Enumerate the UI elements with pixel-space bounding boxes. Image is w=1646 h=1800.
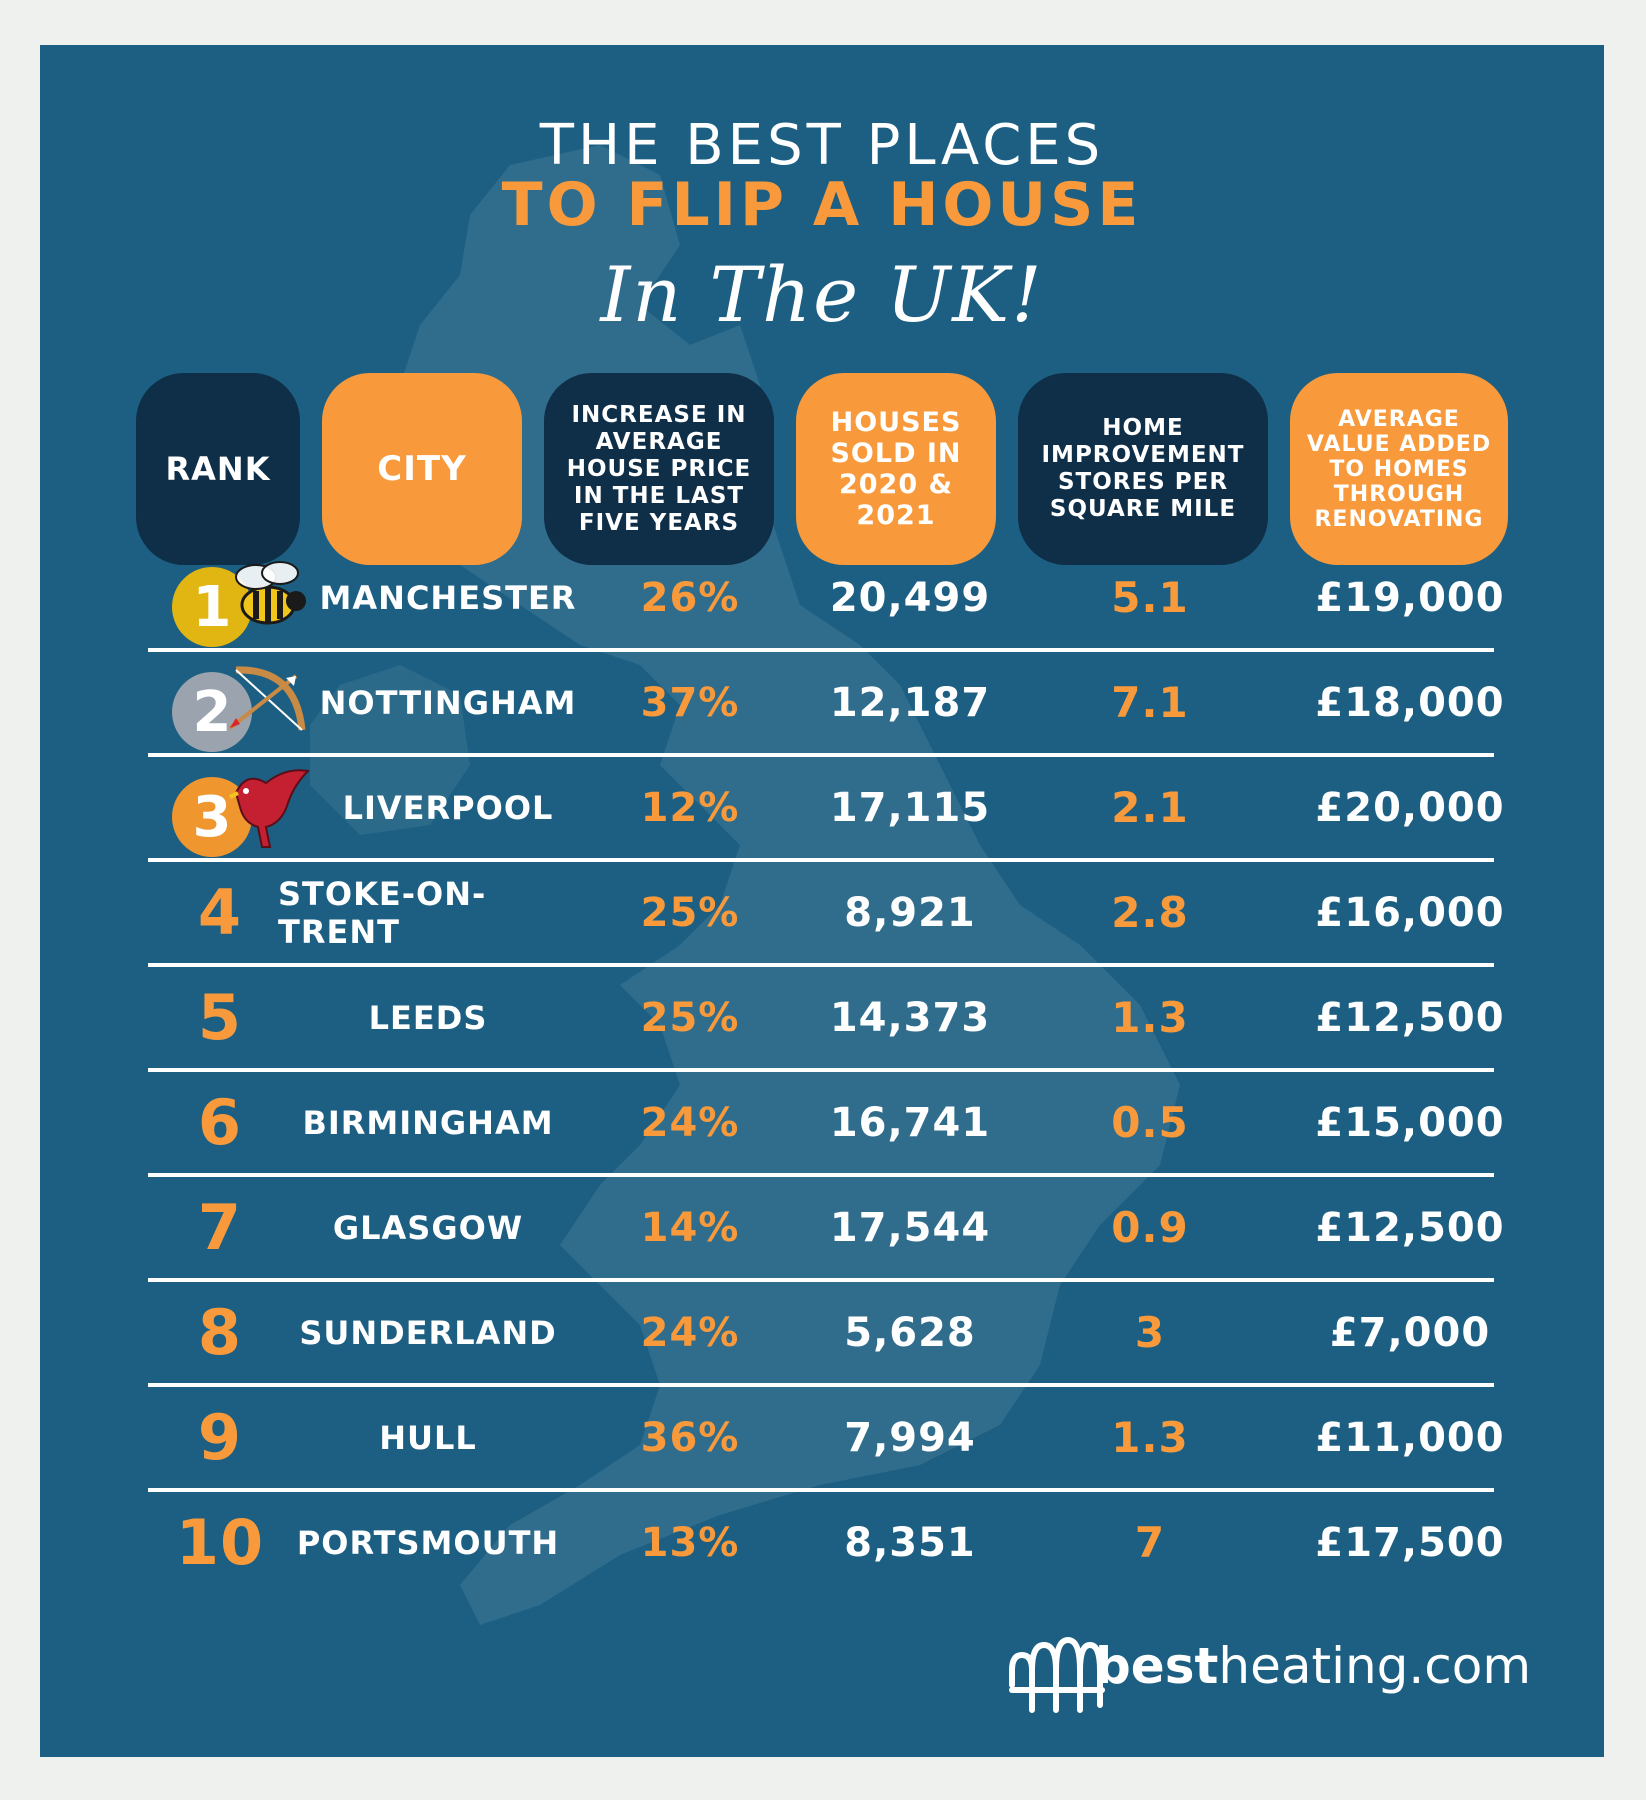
- price-increase: 12%: [640, 784, 740, 831]
- city-name: PORTSMOUTH: [296, 1523, 560, 1562]
- rank-number: 6: [197, 1086, 243, 1159]
- title-line-2: TO FLIP A HOUSE: [501, 170, 1143, 240]
- city-name: BIRMINGHAM: [302, 1103, 554, 1142]
- infographic-panel: THE BEST PLACES TO FLIP A HOUSE In The U…: [40, 45, 1604, 1757]
- header-value-added: AVERAGE VALUE ADDED TO HOMES THROUGH REN…: [1290, 373, 1508, 565]
- value-added: £7,000: [1329, 1309, 1491, 1356]
- city-name: STOKE-ON-TRENT: [278, 874, 487, 951]
- stores-per-sq-mile: 7.1: [1111, 678, 1189, 727]
- houses-sold: 8,921: [844, 889, 976, 936]
- city-name: LEEDS: [368, 998, 488, 1037]
- houses-sold: 20,499: [829, 574, 991, 621]
- brand-logo-text: bestheating.com: [1095, 1637, 1531, 1695]
- brand-name-light: heating.com: [1218, 1637, 1532, 1695]
- houses-sold: 7,994: [844, 1414, 976, 1461]
- houses-sold: 17,115: [829, 784, 991, 831]
- value-added: £12,500: [1315, 1204, 1505, 1251]
- bow-and-arrow-icon: [216, 658, 316, 748]
- brand-name-bold: best: [1095, 1637, 1219, 1695]
- row-divider: [148, 648, 1494, 652]
- stores-per-sq-mile: 3: [1134, 1308, 1166, 1357]
- city-name: MANCHESTER: [319, 578, 577, 617]
- houses-sold: 14,373: [829, 994, 991, 1041]
- table-row: 6 BIRMINGHAM 24% 16,741 0.5 £15,000: [40, 1070, 1604, 1175]
- value-added: £20,000: [1315, 784, 1505, 831]
- city-name: NOTTINGHAM: [319, 683, 577, 722]
- price-increase: 14%: [640, 1204, 740, 1251]
- rank-medal: 2: [172, 672, 252, 752]
- stores-per-sq-mile: 1.3: [1111, 993, 1189, 1042]
- value-added: £11,000: [1315, 1414, 1505, 1461]
- city-name: LIVERPOOL: [342, 788, 554, 827]
- stores-per-sq-mile: 0.9: [1111, 1203, 1189, 1252]
- houses-sold: 16,741: [829, 1099, 991, 1146]
- rank-number: 4: [197, 876, 243, 949]
- city-name: SUNDERLAND: [299, 1313, 557, 1352]
- table-row: 4 STOKE-ON-TRENT 25% 8,921 2.8 £16,000: [40, 860, 1604, 965]
- value-added: £18,000: [1315, 679, 1505, 726]
- city-name: HULL: [379, 1418, 477, 1457]
- houses-sold: 5,628: [844, 1309, 976, 1356]
- table-row: 2 NOTTINGHAM 37% 12,187 7.1 £18,000: [40, 650, 1604, 755]
- header-city: CITY: [322, 373, 522, 565]
- houses-sold: 12,187: [829, 679, 991, 726]
- houses-sold: 17,544: [829, 1204, 991, 1251]
- table-row: 3 LIVERPOOL 12% 17,115 2.1 £20,000: [40, 755, 1604, 860]
- rank-number: 9: [197, 1401, 243, 1474]
- price-increase: 24%: [640, 1099, 740, 1146]
- row-divider: [148, 963, 1494, 967]
- rank-number: 8: [197, 1296, 243, 1369]
- value-added: £15,000: [1315, 1099, 1505, 1146]
- row-divider: [148, 858, 1494, 862]
- houses-sold: 8,351: [844, 1519, 976, 1566]
- city-name: GLASGOW: [332, 1208, 524, 1247]
- header-rank: RANK: [136, 373, 300, 565]
- table-row: 5 LEEDS 25% 14,373 1.3 £12,500: [40, 965, 1604, 1070]
- radiator-logo-icon: [1009, 1636, 1105, 1713]
- value-added: £16,000: [1315, 889, 1505, 936]
- row-divider: [148, 1068, 1494, 1072]
- rank-number: 5: [197, 981, 243, 1054]
- price-increase: 13%: [640, 1519, 740, 1566]
- price-increase: 24%: [640, 1309, 740, 1356]
- header-stores: HOME IMPROVEMENT STORES PER SQUARE MILE: [1018, 373, 1268, 565]
- stores-per-sq-mile: 7: [1134, 1518, 1166, 1567]
- liver-bird-icon: [216, 763, 316, 853]
- row-divider: [148, 1488, 1494, 1492]
- stores-per-sq-mile: 5.1: [1111, 573, 1189, 622]
- stores-per-sq-mile: 0.5: [1111, 1098, 1189, 1147]
- value-added: £12,500: [1315, 994, 1505, 1041]
- row-divider: [148, 1278, 1494, 1282]
- header-price-increase: INCREASE IN AVERAGE HOUSE PRICE IN THE L…: [544, 373, 774, 565]
- price-increase: 25%: [640, 889, 740, 936]
- stores-per-sq-mile: 2.1: [1111, 783, 1189, 832]
- header-houses-sold: HOUSES SOLD IN 2020 & 2021: [796, 373, 996, 565]
- title-line-1: THE BEST PLACES: [539, 113, 1105, 178]
- price-increase: 26%: [640, 574, 740, 621]
- table-row: 10 PORTSMOUTH 13% 8,351 7 £17,500: [40, 1490, 1604, 1595]
- rank-medal: 3: [172, 777, 252, 857]
- table-row: 9 HULL 36% 7,994 1.3 £11,000: [40, 1385, 1604, 1490]
- price-increase: 36%: [640, 1414, 740, 1461]
- row-divider: [148, 1173, 1494, 1177]
- price-increase: 37%: [640, 679, 740, 726]
- price-increase: 25%: [640, 994, 740, 1041]
- stores-per-sq-mile: 1.3: [1111, 1413, 1189, 1462]
- stores-per-sq-mile: 2.8: [1111, 888, 1189, 937]
- row-divider: [148, 753, 1494, 757]
- title-script: In The UK!: [600, 250, 1044, 339]
- rank-number: 10: [175, 1506, 265, 1579]
- table-row: 1 MANCHESTER 26% 20,499 5.1 £19,000: [40, 545, 1604, 650]
- row-divider: [148, 1383, 1494, 1387]
- value-added: £17,500: [1315, 1519, 1505, 1566]
- value-added: £19,000: [1315, 574, 1505, 621]
- bee-icon: [216, 553, 316, 643]
- rank-number: 7: [197, 1191, 243, 1264]
- table-row: 8 SUNDERLAND 24% 5,628 3 £7,000: [40, 1280, 1604, 1385]
- table-row: 7 GLASGOW 14% 17,544 0.9 £12,500: [40, 1175, 1604, 1280]
